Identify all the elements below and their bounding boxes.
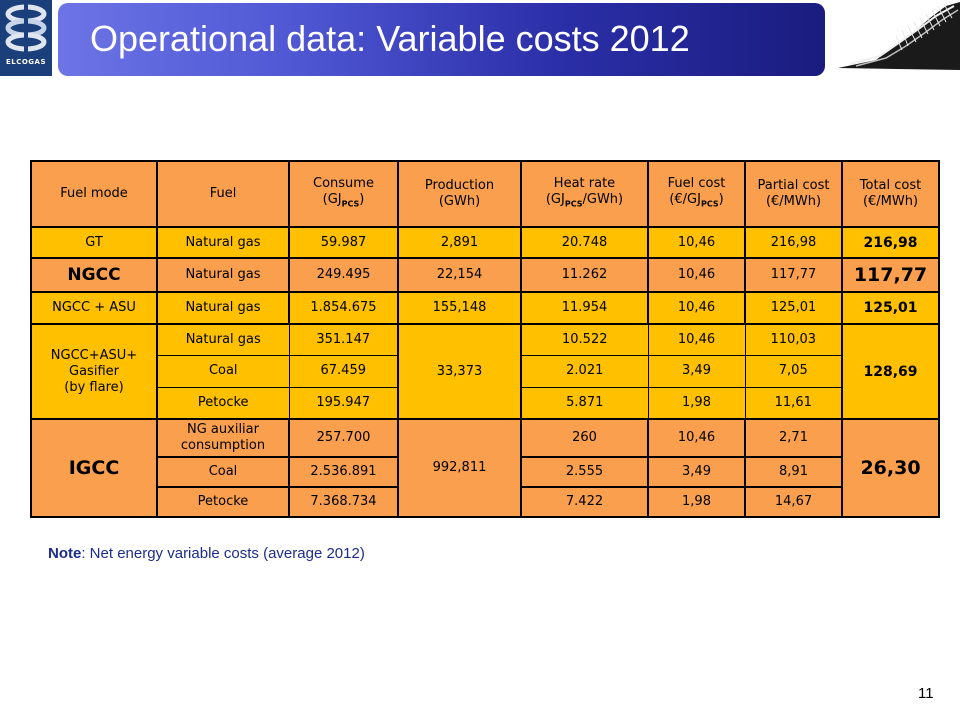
heat-rate-cell: 11.262 — [520, 257, 649, 293]
fuel-cost-cell: 1,98 — [647, 486, 746, 518]
header-fuel-mode: Fuel mode — [30, 160, 158, 228]
heat-rate-cell: 260 — [520, 418, 649, 458]
production-cell: 33,373 — [397, 323, 522, 420]
production-cell: 992,811 — [397, 418, 522, 518]
header-heat-rate: Heat rate (GJPCS/GWh) — [520, 160, 649, 228]
fuel-cost-cell: 10,46 — [647, 291, 746, 325]
table-row: NGCC+ASU+ Gasifier (by flare) Natural ga… — [30, 323, 940, 420]
fuel-cost-cell: 3,49 — [647, 456, 746, 488]
fuel-cell: Natural gas — [156, 226, 290, 259]
note-text: : Net energy variable costs (average 201… — [81, 545, 365, 562]
fuel-cell: Natural gas — [156, 257, 290, 293]
table-row: GT Natural gas 59.987 2,891 20.748 10,46… — [30, 226, 940, 259]
heat-rate-cell: 20.748 — [520, 226, 649, 259]
logo-text: ELCOGAS — [5, 58, 47, 66]
production-cell: 155,148 — [397, 291, 522, 325]
partial-cost-cell: 11,61 — [744, 386, 843, 420]
logo-icon — [5, 4, 47, 52]
fuel-cell: Petocke — [156, 486, 290, 518]
fuel-cost-cell: 10,46 — [647, 418, 746, 458]
partial-cost-cell: 125,01 — [744, 291, 843, 325]
fuel-cost-cell: 10,46 — [647, 257, 746, 293]
partial-cost-cell: 117,77 — [744, 257, 843, 293]
partial-cost-cell: 2,71 — [744, 418, 843, 458]
header-consume: Consume (GJPCS) — [288, 160, 399, 228]
header-fuel: Fuel — [156, 160, 290, 228]
consume-cell: 67.459 — [288, 354, 399, 388]
fuel-mode-cell: NGCC — [30, 257, 158, 293]
title-bar — [58, 3, 825, 76]
turbine-image — [836, 0, 960, 70]
header-fuel-cost: Fuel cost (€/GJPCS) — [647, 160, 746, 228]
partial-cost-cell: 8,91 — [744, 456, 843, 488]
total-cost-cell: 128,69 — [841, 323, 940, 420]
fuel-mode-cell: NGCC+ASU+ Gasifier (by flare) — [30, 323, 158, 420]
header-production: Production (GWh) — [397, 160, 522, 228]
fuel-mode-cell: IGCC — [30, 418, 158, 518]
partial-cost-cell: 7,05 — [744, 354, 843, 388]
fuel-cell: Coal — [156, 354, 290, 388]
fuel-cell: Natural gas — [156, 323, 290, 356]
fuel-cell: Natural gas — [156, 291, 290, 325]
total-cost-cell: 216,98 — [841, 226, 940, 259]
heat-rate-cell: 2.555 — [520, 456, 649, 488]
consume-cell: 59.987 — [288, 226, 399, 259]
fuel-cell: NG auxiliar consumption — [156, 418, 290, 458]
header-partial-cost: Partial cost (€/MWh) — [744, 160, 843, 228]
production-cell: 22,154 — [397, 257, 522, 293]
footnote: Note: Net energy variable costs (average… — [48, 545, 365, 562]
total-cost-cell: 117,77 — [841, 257, 940, 293]
consume-cell: 257.700 — [288, 418, 399, 458]
fuel-cell: Petocke — [156, 386, 290, 420]
partial-cost-cell: 216,98 — [744, 226, 843, 259]
consume-cell: 2.536.891 — [288, 456, 399, 488]
variable-costs-table: Fuel mode Fuel Consume (GJPCS) Productio… — [30, 160, 940, 518]
fuel-cost-cell: 1,98 — [647, 386, 746, 420]
table-row: IGCC NG auxiliar consumption 257.700 992… — [30, 418, 940, 518]
consume-cell: 351.147 — [288, 323, 399, 356]
total-cost-cell: 26,30 — [841, 418, 940, 518]
heat-rate-cell: 7.422 — [520, 486, 649, 518]
consume-cell: 7.368.734 — [288, 486, 399, 518]
table-row: NGCC + ASU Natural gas 1.854.675 155,148… — [30, 291, 940, 325]
production-cell: 2,891 — [397, 226, 522, 259]
table-row: Petocke 7.368.734 7.422 1,98 14,67 — [31, 486, 939, 518]
fuel-mode-cell: NGCC + ASU — [30, 291, 158, 325]
consume-cell: 249.495 — [288, 257, 399, 293]
heat-rate-cell: 5.871 — [520, 386, 649, 420]
table-row: NGCC Natural gas 249.495 22,154 11.262 1… — [30, 257, 940, 293]
fuel-cost-cell: 3,49 — [647, 354, 746, 388]
partial-cost-cell: 110,03 — [744, 323, 843, 356]
fuel-mode-cell: GT — [30, 226, 158, 259]
heat-rate-cell: 11.954 — [520, 291, 649, 325]
header-total-cost: Total cost (€/MWh) — [841, 160, 940, 228]
fuel-cell: Coal — [156, 456, 290, 488]
partial-cost-cell: 14,67 — [744, 486, 843, 518]
heat-rate-cell: 10.522 — [520, 323, 649, 356]
total-cost-cell: 125,01 — [841, 291, 940, 325]
elcogas-logo: ELCOGAS — [0, 0, 52, 76]
fuel-cost-cell: 10,46 — [647, 323, 746, 356]
page-number: 11 — [918, 685, 934, 702]
page-title: Operational data: Variable costs 2012 — [90, 18, 690, 59]
note-label: Note — [48, 545, 82, 562]
consume-cell: 195.947 — [288, 386, 399, 420]
fuel-cost-cell: 10,46 — [647, 226, 746, 259]
heat-rate-cell: 2.021 — [520, 354, 649, 388]
table-header-row: Fuel mode Fuel Consume (GJPCS) Productio… — [30, 160, 940, 228]
consume-cell: 1.854.675 — [288, 291, 399, 325]
